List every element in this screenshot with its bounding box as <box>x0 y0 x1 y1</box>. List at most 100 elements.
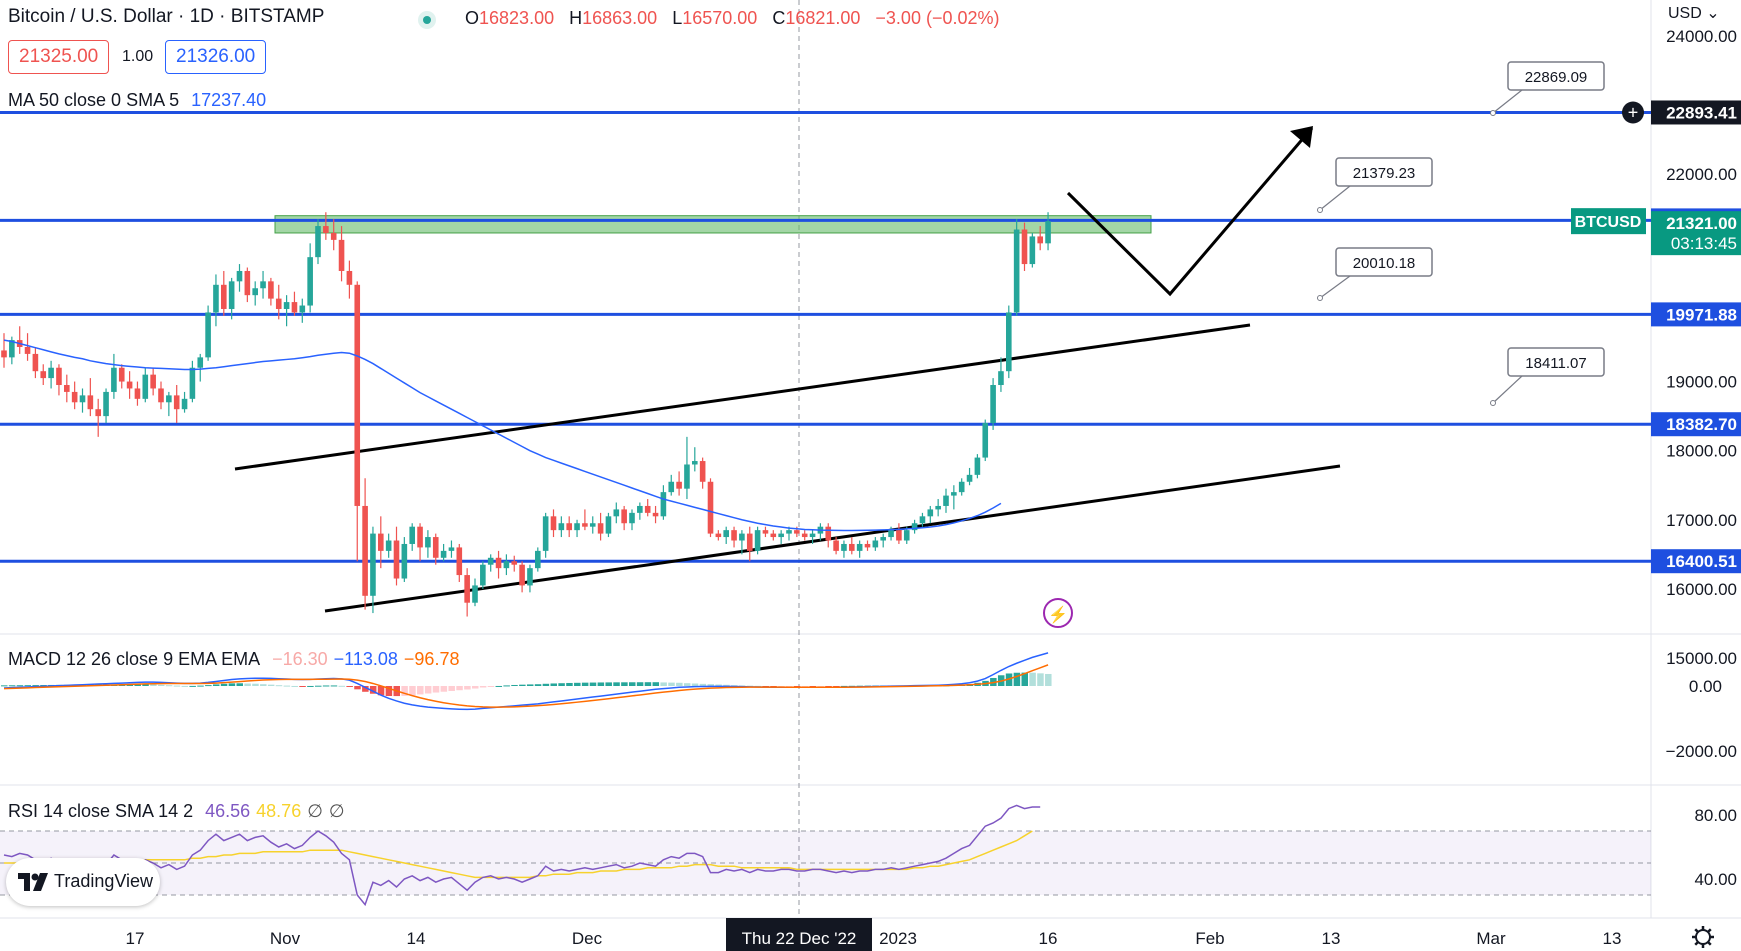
macd-histogram-bar <box>1045 673 1052 686</box>
y-tick-label: 16000.00 <box>1666 580 1737 599</box>
candle-body <box>213 284 219 313</box>
macd-histogram-bar <box>511 684 518 686</box>
buy-price-button[interactable]: 21326.00 <box>165 40 267 74</box>
ohlc-close-key: C <box>772 8 786 28</box>
candle-body <box>79 395 86 403</box>
candle-body <box>142 374 149 399</box>
candle-body <box>786 530 792 534</box>
macd-histogram-bar <box>134 684 141 686</box>
macd-histogram-bar <box>440 686 448 692</box>
rsi-ma-value: 48.76 <box>256 801 302 821</box>
x-tick-label: 14 <box>407 929 426 948</box>
crosshair-date-tag <box>726 918 872 951</box>
candle-body <box>511 561 518 565</box>
x-tick-label: 17 <box>126 929 145 948</box>
macd-histogram-bar <box>1029 672 1036 686</box>
macd-histogram-bar <box>464 686 471 690</box>
candle-body <box>346 270 353 285</box>
rsi-extra-2: ∅ <box>328 801 345 821</box>
macd-histogram-bar <box>668 682 675 686</box>
candle-body <box>48 367 54 379</box>
channel-upper-line <box>234 323 1251 471</box>
candle-body <box>409 526 415 544</box>
ma-label: MA 50 close 0 SMA 5 <box>8 90 180 110</box>
y-tick-label: 24000.00 <box>1666 27 1737 46</box>
candle-body <box>896 530 902 541</box>
candle-body <box>354 284 361 506</box>
symbol-title[interactable]: Bitcoin / U.S. Dollar · 1D · BITSTAMP <box>8 6 325 27</box>
macd-histogram-bar <box>252 683 259 686</box>
macd-histogram-bar <box>456 686 463 691</box>
candle-body <box>982 423 989 458</box>
macd-histogram-bar <box>683 683 691 686</box>
macd-histogram-bar <box>676 682 683 686</box>
rsi-legend[interactable]: RSI 14 close SMA 14 2 46.56 48.76 ∅ ∅ <box>8 801 345 822</box>
candle-body <box>480 564 486 586</box>
lightning-glyph: ⚡ <box>1048 605 1068 624</box>
price-tag-crosshair-text: 22893.41 <box>1666 103 1737 122</box>
candle-body <box>770 533 777 538</box>
ma-value: 17237.40 <box>191 90 267 110</box>
y-tick-label: 19000.00 <box>1666 373 1737 392</box>
callout-anchor <box>1317 207 1323 213</box>
candle-body <box>158 388 164 403</box>
price-tag-level <box>1651 412 1741 437</box>
brand-label: TradingView <box>54 871 154 891</box>
candle-body <box>856 543 863 551</box>
rsi-axis-label: 40.00 <box>1694 870 1737 889</box>
gear-icon-tooth <box>1707 928 1712 933</box>
candle-body <box>849 543 855 551</box>
candles-group <box>1 212 1051 617</box>
macd-histogram-bar <box>581 682 589 686</box>
candle-body <box>64 385 70 392</box>
candle-body <box>378 533 384 551</box>
sell-price-button[interactable]: 21325.00 <box>8 40 110 74</box>
candle-body <box>841 543 847 551</box>
candle-body <box>291 302 298 313</box>
macd-histogram-bar <box>330 685 338 687</box>
rsi-line <box>3 804 1041 907</box>
macd-histogram-bar <box>181 685 189 687</box>
y-tick-label: 15000.00 <box>1666 649 1737 668</box>
macd-histogram-bar <box>228 683 236 686</box>
macd-histogram-bar <box>32 685 39 687</box>
currency-selector[interactable]: USD ⌄ <box>1668 3 1720 23</box>
candle-body <box>370 533 376 596</box>
ma-legend[interactable]: MA 50 close 0 SMA 5 17237.40 <box>8 90 266 111</box>
ohlc-open: 16823.00 <box>479 8 555 28</box>
candle-body <box>707 481 714 534</box>
candle-body <box>527 568 533 586</box>
callout-anchor <box>1490 400 1496 406</box>
candle-body <box>1021 229 1028 265</box>
gear-icon-tooth <box>1694 941 1699 946</box>
macd-histogram-bar <box>150 684 157 686</box>
macd-histogram-bar <box>173 685 181 687</box>
candle-body <box>951 492 957 496</box>
rsi-label: RSI 14 close SMA 14 2 <box>8 801 194 821</box>
candle-body <box>692 461 698 465</box>
candle-body <box>111 367 117 392</box>
macd-legend[interactable]: MACD 12 26 close 9 EMA EMA −16.30 −113.08−… <box>8 649 459 670</box>
macd-histogram-bar <box>660 682 667 686</box>
callout-box <box>1335 157 1433 187</box>
x-tick-label: Dec <box>572 929 603 948</box>
x-tick-label: 2023 <box>879 929 917 948</box>
macd-histogram-bar <box>1013 672 1021 686</box>
candle-body <box>660 492 667 517</box>
gear-icon[interactable] <box>1692 926 1714 948</box>
macd-histogram-bar <box>40 685 47 687</box>
candle-body <box>275 298 282 309</box>
candle-body <box>181 398 188 410</box>
candle-body <box>1 350 7 358</box>
candle-body <box>95 409 101 417</box>
macd-histogram-bar <box>589 682 597 686</box>
callout-box <box>1507 61 1605 91</box>
callout-pointer <box>1319 185 1351 211</box>
candle-body <box>715 533 722 538</box>
callout-label: 22869.09 <box>1525 69 1588 86</box>
candle-body <box>958 481 965 493</box>
tradingview-badge[interactable]: TradingView <box>6 858 160 906</box>
macd-signal-value: −96.78 <box>403 649 460 669</box>
macd-histogram-bar <box>220 683 228 686</box>
